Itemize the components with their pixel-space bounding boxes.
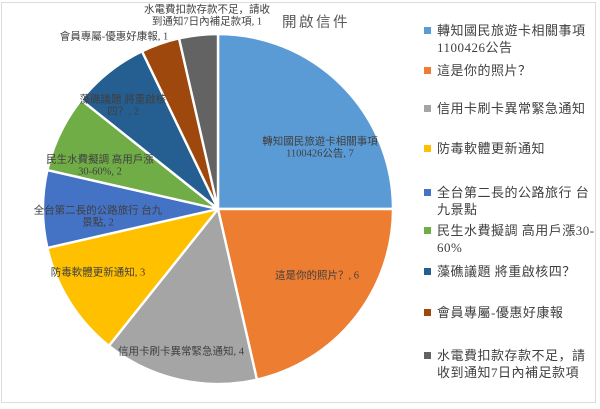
legend-label: 信用卡刷卡異常緊急通知 [437,101,586,116]
legend-item-5[interactable]: 全台第二長的公路旅行 台九景點 [424,184,597,218]
chart-legend: 轉知國民旅遊卡相關事項 1100426公告這是你的照片？ 信用卡刷卡異常緊急通知防… [424,0,594,409]
legend-label: 民生水費擬調 高用戶漲30-60% [437,223,595,255]
legend-item-4[interactable]: 防毒軟體更新通知 [424,140,597,157]
legend-marker-icon [424,145,431,152]
legend-item-9[interactable]: 水電費扣款存款不足，請收到通知7日內補足款項 [424,347,597,381]
legend-item-6[interactable]: 民生水費擬調 高用戶漲30-60% [424,222,597,256]
pie-slice-4[interactable] [46,207,220,348]
legend-marker-icon [424,352,431,359]
pie-slice-9[interactable] [177,32,220,211]
legend-label: 會員專屬-優惠好康報 [437,305,564,320]
legend-label: 全台第二長的公路旅行 台九景點 [437,185,590,217]
legend-label: 防毒軟體更新通知 [437,141,546,156]
legend-marker-icon [424,309,431,316]
legend-item-2[interactable]: 這是你的照片？ [424,62,597,79]
legend-label: 藻礁議題 將重啟核四？ [437,264,576,279]
legend-marker-icon [424,105,431,112]
pie-slice-2[interactable] [216,207,395,381]
pie-slice-1[interactable] [216,32,395,211]
legend-marker-icon [424,268,431,275]
legend-label: 水電費扣款存款不足，請收到通知7日內補足款項 [437,348,586,380]
chart-title: 開啟信件 [282,15,350,31]
pie-slice-3[interactable] [107,207,259,386]
legend-marker-icon [424,189,431,196]
legend-marker-icon [424,227,431,234]
legend-marker-icon [424,67,431,74]
legend-marker-icon [424,27,431,34]
legend-label: 這是你的照片？ [437,63,532,78]
legend-item-7[interactable]: 藻礁議題 將重啟核四？ [424,263,597,280]
legend-label: 轉知國民旅遊卡相關事項 1100426公告 [437,23,586,55]
legend-item-3[interactable]: 信用卡刷卡異常緊急通知 [424,100,597,117]
legend-item-8[interactable]: 會員專屬-優惠好康報 [424,304,597,321]
legend-item-1[interactable]: 轉知國民旅遊卡相關事項 1100426公告 [424,22,597,56]
